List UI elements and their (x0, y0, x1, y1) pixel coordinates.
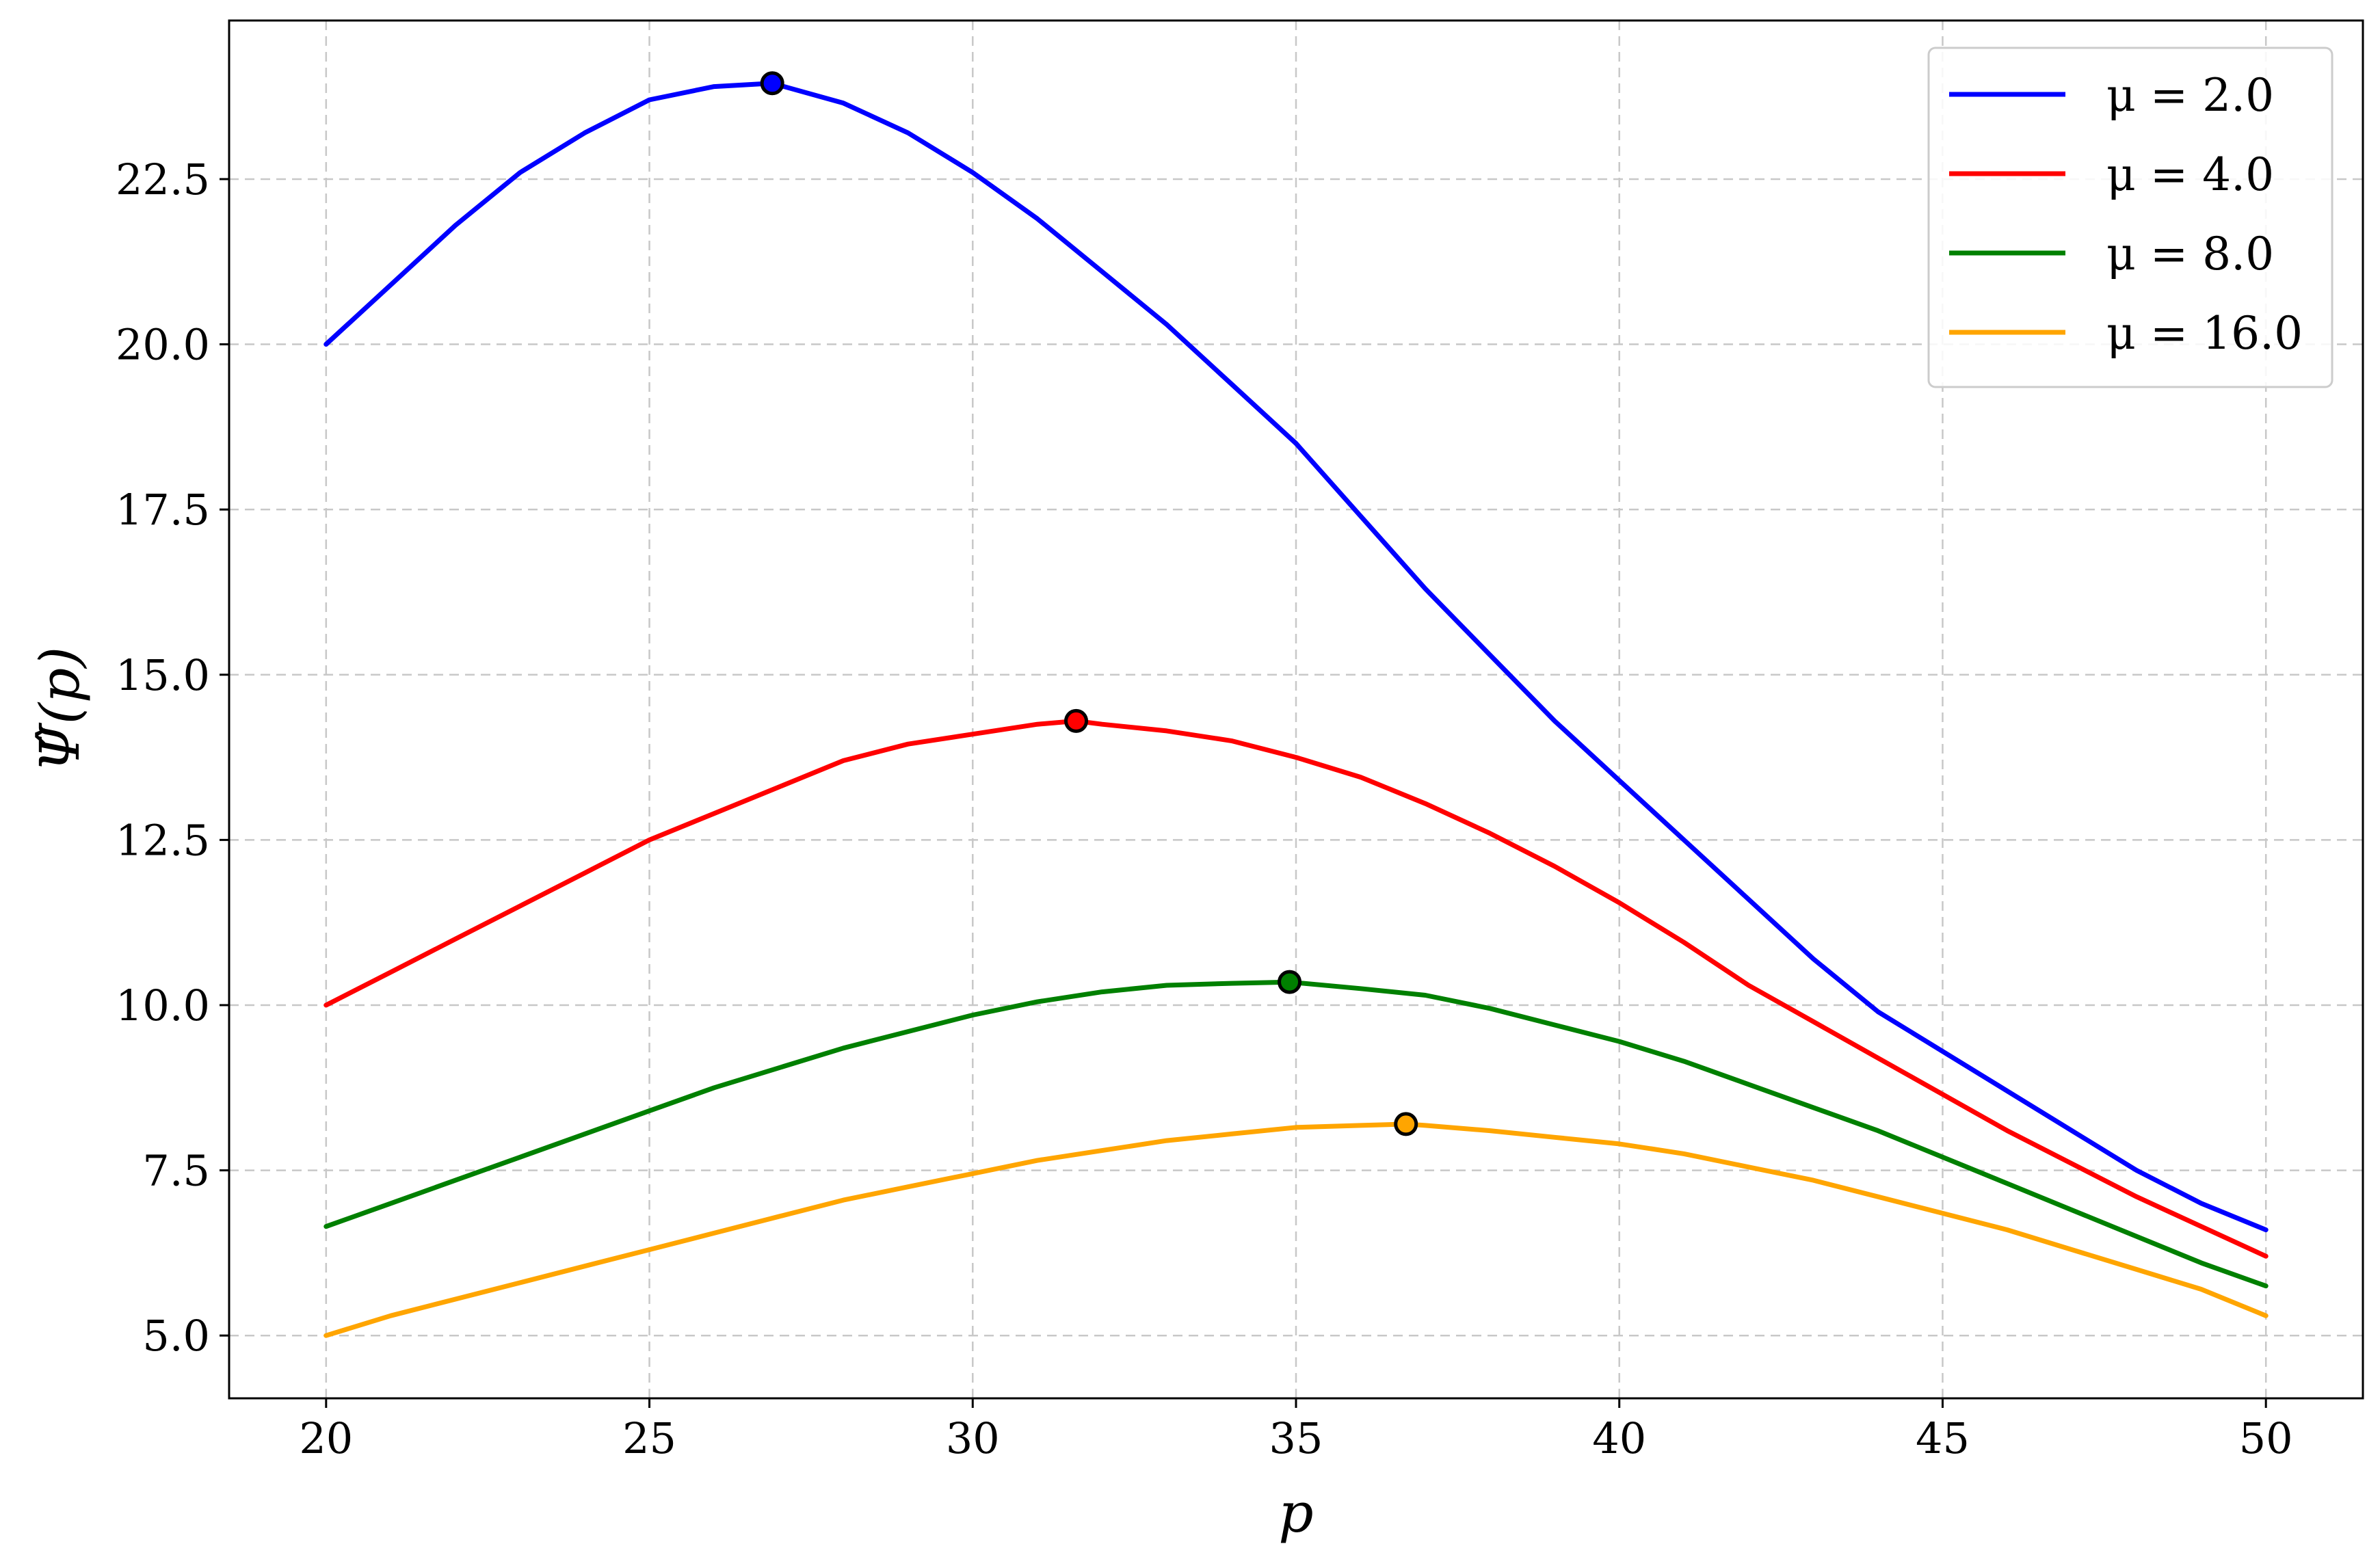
x-axis-ticks: 20 25 30 35 40 45 50 (299, 1398, 2293, 1463)
y-axis-ticks: 5.0 7.5 10.0 12.5 15.0 17.5 20.0 22.5 (116, 155, 229, 1361)
peak-marker-3 (1394, 1112, 1418, 1136)
y-tick-label: 5.0 (142, 1311, 210, 1361)
x-tick-label: 25 (622, 1413, 676, 1463)
y-axis-label: Ψ̂(p) (28, 647, 92, 773)
y-tick-label: 20.0 (116, 320, 210, 370)
y-tick-label: 12.5 (116, 815, 210, 865)
y-tick-label: 17.5 (116, 485, 210, 535)
legend: μ = 2.0 μ = 4.0 μ = 8.0 μ = 16.0 (1927, 46, 2333, 388)
peak-marker-0 (760, 71, 784, 96)
legend-label-0: μ = 2.0 (2106, 69, 2274, 122)
x-tick-label: 40 (1592, 1413, 1646, 1463)
x-tick-label: 35 (1269, 1413, 1323, 1463)
peak-marker-1 (1064, 708, 1089, 733)
series-line-3 (323, 1121, 2269, 1338)
x-tick-label: 30 (946, 1413, 1000, 1463)
series-line-1 (323, 718, 2269, 1259)
legend-box (1927, 46, 2333, 388)
legend-label-2: μ = 8.0 (2106, 228, 2274, 280)
y-tick-label: 7.5 (142, 1146, 210, 1196)
y-tick-label: 22.5 (116, 155, 210, 204)
y-tick-label: 10.0 (116, 981, 210, 1030)
x-tick-label: 50 (2239, 1413, 2293, 1463)
y-tick-label: 15.0 (116, 650, 210, 700)
x-axis-label: p (1278, 1481, 1313, 1545)
x-tick-label: 20 (299, 1413, 353, 1463)
x-tick-label: 45 (1916, 1413, 1970, 1463)
legend-label-1: μ = 4.0 (2106, 148, 2274, 201)
series-line-0 (323, 81, 2269, 1233)
legend-label-3: μ = 16.0 (2106, 307, 2303, 360)
peak-markers (760, 71, 1418, 1136)
peak-marker-2 (1278, 970, 1302, 994)
